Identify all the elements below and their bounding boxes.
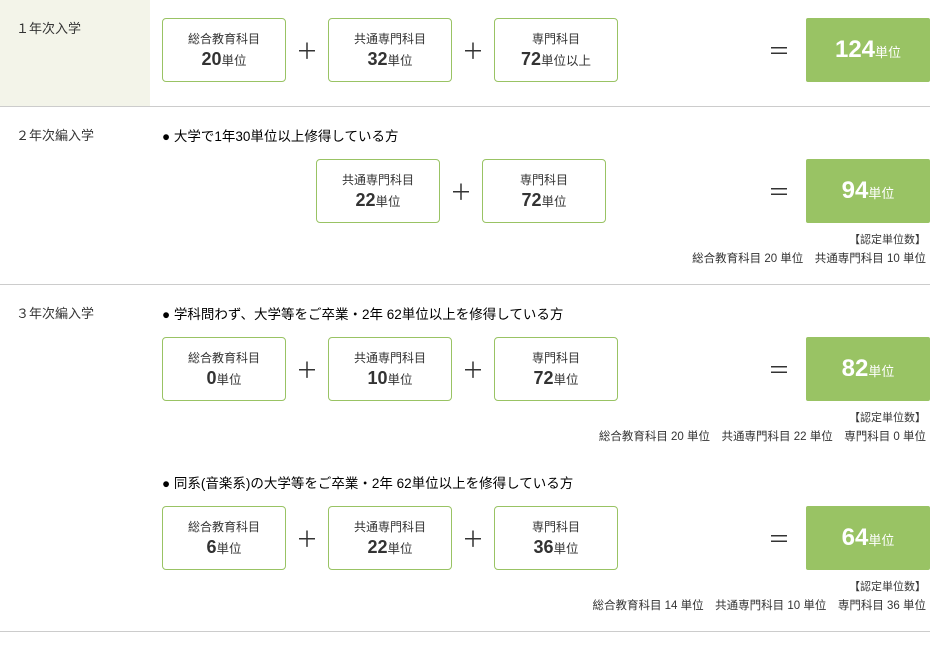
section-content: 総合教育科目 20単位 ＋ 共通専門科目 32単位 ＋ 専門科目 72単位以上 ＝ 124単位	[150, 0, 930, 106]
section-content: 大学で1年30単位以上修得している方共通専門科目 22単位 ＋ 専門科目 72単位 ＝ 94…	[150, 107, 930, 284]
total-value: 124単位	[835, 36, 901, 64]
recognized-heading: 【認定単位数】	[150, 231, 926, 247]
curriculum-diagram: １年次入学総合教育科目 20単位 ＋ 共通専門科目 32単位 ＋ 専門科目 72単位以上 ＝ 12…	[0, 0, 930, 632]
credit-box: 専門科目 36単位	[494, 506, 618, 570]
total-box: 64単位	[806, 506, 930, 570]
section-label-column: ３年次編入学	[0, 285, 150, 631]
total-box: 94単位	[806, 159, 930, 223]
section-label-column: １年次入学	[0, 0, 150, 106]
credit-box-title: 共通専門科目	[354, 518, 426, 535]
block-heading: 同系(音楽系)の大学等をご卒業・2年 62単位以上を修得している方	[162, 472, 930, 492]
equation-row: 総合教育科目 0単位 ＋ 共通専門科目 10単位 ＋ 専門科目 72単位 ＝ 82単位	[162, 337, 930, 401]
content-block: 同系(音楽系)の大学等をご卒業・2年 62単位以上を修得している方総合教育科目 6…	[150, 472, 930, 613]
recognized-items: 総合教育科目 20 単位 共通専門科目 10 単位	[150, 250, 926, 266]
equation-row: 共通専門科目 22単位 ＋ 専門科目 72単位 ＝ 94単位	[316, 159, 930, 223]
recognized-items: 総合教育科目 20 単位 共通専門科目 22 単位 専門科目 0 単位	[150, 428, 926, 444]
credit-box-title: 総合教育科目	[188, 349, 260, 366]
section-label-column: ２年次編入学	[0, 107, 150, 284]
section-content: 学科問わず、大学等をご卒業・2年 62単位以上を修得している方総合教育科目 0単位…	[150, 285, 930, 631]
equals-icon: ＝	[768, 522, 790, 554]
recognized-credits: 【認定単位数】総合教育科目 14 単位 共通専門科目 10 単位 専門科目 36…	[150, 578, 926, 613]
credit-box: 専門科目 72単位以上	[494, 18, 618, 82]
equals-icon: ＝	[768, 34, 790, 66]
plus-icon: ＋	[462, 353, 484, 385]
plus-icon: ＋	[462, 522, 484, 554]
credit-box-value: 72単位以上	[521, 49, 591, 70]
credit-box: 共通専門科目 10単位	[328, 337, 452, 401]
total-value: 94単位	[842, 177, 895, 205]
credit-box-title: 共通専門科目	[354, 30, 426, 47]
block-heading: 大学で1年30単位以上修得している方	[162, 125, 930, 145]
credit-box-title: 共通専門科目	[354, 349, 426, 366]
credit-box-value: 10単位	[367, 368, 412, 389]
recognized-credits: 【認定単位数】総合教育科目 20 単位 共通専門科目 10 単位	[150, 231, 926, 266]
equation-row: 総合教育科目 6単位 ＋ 共通専門科目 22単位 ＋ 専門科目 36単位 ＝ 64単位	[162, 506, 930, 570]
plus-icon: ＋	[450, 175, 472, 207]
credit-box-value: 72単位	[521, 190, 566, 211]
block-heading: 学科問わず、大学等をご卒業・2年 62単位以上を修得している方	[162, 303, 930, 323]
plus-icon: ＋	[296, 34, 318, 66]
content-block: 学科問わず、大学等をご卒業・2年 62単位以上を修得している方総合教育科目 0単位…	[150, 303, 930, 444]
recognized-heading: 【認定単位数】	[150, 409, 926, 425]
section-label: ２年次編入学	[16, 125, 134, 144]
section-label: １年次入学	[16, 18, 134, 37]
section-row: ２年次編入学 大学で1年30単位以上修得している方共通専門科目 22単位 ＋ 専門科目 7…	[0, 107, 930, 285]
credit-box-value: 36単位	[534, 537, 579, 558]
recognized-items: 総合教育科目 14 単位 共通専門科目 10 単位 専門科目 36 単位	[150, 597, 926, 613]
credit-box: 共通専門科目 32単位	[328, 18, 452, 82]
credit-box-title: 専門科目	[532, 349, 580, 366]
credit-box-value: 72単位	[534, 368, 579, 389]
credit-box: 総合教育科目 6単位	[162, 506, 286, 570]
credit-box: 総合教育科目 20単位	[162, 18, 286, 82]
credit-box-title: 専門科目	[532, 518, 580, 535]
total-value: 82単位	[842, 355, 895, 383]
plus-icon: ＋	[462, 34, 484, 66]
credit-box-value: 0単位	[206, 368, 241, 389]
credit-box: 共通専門科目 22単位	[328, 506, 452, 570]
credit-box: 共通専門科目 22単位	[316, 159, 440, 223]
total-value: 64単位	[842, 524, 895, 552]
credit-box: 専門科目 72単位	[494, 337, 618, 401]
total-box: 82単位	[806, 337, 930, 401]
section-label: ３年次編入学	[16, 303, 134, 322]
credit-box-value: 6単位	[206, 537, 241, 558]
recognized-heading: 【認定単位数】	[150, 578, 926, 594]
total-box: 124単位	[806, 18, 930, 82]
credit-box-title: 専門科目	[532, 30, 580, 47]
credit-box-title: 専門科目	[520, 171, 568, 188]
credit-box-value: 22単位	[367, 537, 412, 558]
equals-icon: ＝	[768, 175, 790, 207]
section-row: ３年次編入学学科問わず、大学等をご卒業・2年 62単位以上を修得している方総合教…	[0, 285, 930, 632]
content-block: 大学で1年30単位以上修得している方共通専門科目 22単位 ＋ 専門科目 72単位 ＝ 94…	[150, 125, 930, 266]
section-row: １年次入学総合教育科目 20単位 ＋ 共通専門科目 32単位 ＋ 専門科目 72単位以上 ＝ 12…	[0, 0, 930, 107]
credit-box-value: 22単位	[355, 190, 400, 211]
credit-box-title: 共通専門科目	[342, 171, 414, 188]
credit-box: 総合教育科目 0単位	[162, 337, 286, 401]
credit-box: 専門科目 72単位	[482, 159, 606, 223]
credit-box-value: 20単位	[201, 49, 246, 70]
recognized-credits: 【認定単位数】総合教育科目 20 単位 共通専門科目 22 単位 専門科目 0 …	[150, 409, 926, 444]
credit-box-title: 総合教育科目	[188, 518, 260, 535]
credit-box-value: 32単位	[367, 49, 412, 70]
equation-row: 総合教育科目 20単位 ＋ 共通専門科目 32単位 ＋ 専門科目 72単位以上 ＝ 124単位	[162, 18, 930, 82]
plus-icon: ＋	[296, 522, 318, 554]
equals-icon: ＝	[768, 353, 790, 385]
plus-icon: ＋	[296, 353, 318, 385]
content-block: 総合教育科目 20単位 ＋ 共通専門科目 32単位 ＋ 専門科目 72単位以上 ＝ 124単位	[150, 18, 930, 82]
credit-box-title: 総合教育科目	[188, 30, 260, 47]
